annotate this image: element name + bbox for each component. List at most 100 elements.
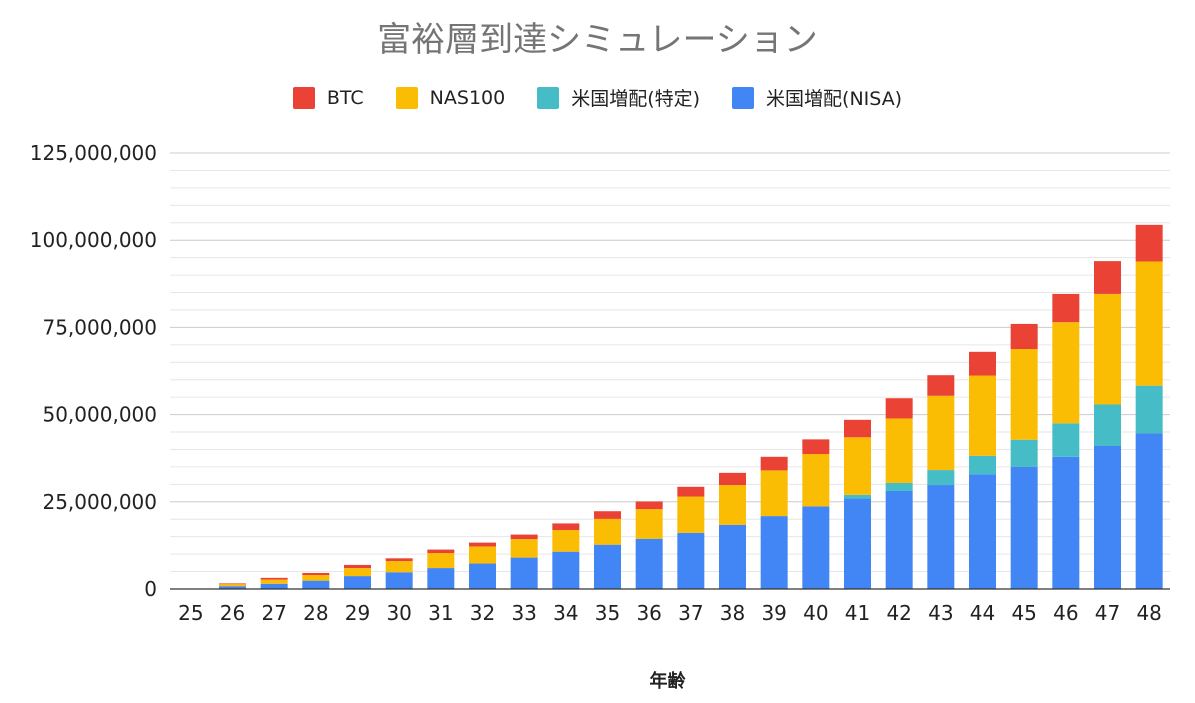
x-tick-label: 38: [720, 601, 745, 625]
bar-segment: [635, 501, 663, 510]
bar-segment: [844, 419, 871, 438]
bar-segment: [260, 577, 288, 580]
bar-segment: [844, 437, 871, 495]
bar-segment: [802, 454, 830, 507]
legend-swatch-nas100: [395, 86, 418, 109]
bar-segment: [1052, 322, 1080, 424]
y-tick-label: 75,000,000: [42, 315, 157, 339]
legend-label-us-dividend-nisa: 米国増配(NISA): [766, 88, 903, 110]
bar-segment: [469, 546, 496, 564]
bar-segment: [260, 579, 288, 584]
bar-segment: [1094, 261, 1121, 294]
bar-segment: [1094, 404, 1121, 446]
bar-segment: [1135, 224, 1163, 262]
bar-segment: [760, 456, 788, 471]
bar-segment: [1010, 466, 1038, 589]
y-tick-label: 25,000,000: [42, 490, 157, 514]
bar-segment: [969, 474, 996, 589]
y-tick-label: 100,000,000: [30, 228, 157, 252]
x-tick-label: 33: [511, 601, 536, 625]
bar-segment: [510, 534, 538, 540]
bar-segment: [885, 398, 913, 419]
x-tick-label: 44: [970, 601, 995, 625]
bar-segment: [719, 524, 746, 589]
bar-segment: [552, 523, 580, 531]
bar-segment: [927, 485, 955, 589]
bar-segment: [469, 563, 496, 589]
bar-segment: [594, 518, 621, 545]
bar-segment: [1094, 445, 1121, 589]
bar-segment: [219, 584, 246, 587]
legend-label-us-dividend-taxable: 米国増配(特定): [571, 88, 701, 110]
bar-segment: [510, 539, 538, 558]
x-tick-label: 27: [261, 601, 286, 625]
bar-segment: [677, 496, 705, 533]
x-tick-label: 32: [470, 601, 495, 625]
x-tick-label: 30: [386, 601, 411, 625]
chart-title: 富裕層到達シミュレーション: [377, 20, 818, 60]
legend-label-nas100: NAS100: [429, 86, 506, 109]
x-tick-label: 46: [1053, 601, 1078, 625]
y-tick-label: 50,000,000: [42, 403, 157, 427]
x-tick-label: 25: [178, 601, 203, 625]
bar-segment: [969, 351, 996, 376]
x-tick-label: 31: [428, 601, 453, 625]
bar-segment: [344, 568, 371, 577]
bar-segment: [385, 572, 413, 589]
bar-segment: [1135, 433, 1163, 589]
x-tick-label: 45: [1011, 601, 1036, 625]
bar-segment: [1094, 293, 1121, 405]
x-tick-label: 47: [1095, 601, 1120, 625]
legend-item-btc: BTC: [292, 86, 364, 109]
bar-segment: [219, 583, 246, 585]
legend-swatch-us-dividend-taxable: [537, 86, 560, 109]
legend: BTC NAS100 米国増配(特定) 米国増配(NISA): [0, 84, 1195, 111]
y-tick-label: 125,000,000: [30, 141, 157, 165]
x-tick-label: 42: [886, 601, 911, 625]
bar-segment: [635, 509, 663, 539]
x-tick-label: 29: [345, 601, 370, 625]
bar-segment: [969, 375, 996, 456]
bar-segment: [885, 418, 913, 483]
x-tick-label: 28: [303, 601, 328, 625]
bar-segment: [844, 498, 871, 589]
bar-segment: [385, 558, 413, 562]
bar-segment: [677, 532, 705, 589]
bar-segment: [1135, 261, 1163, 386]
bar-segment: [1135, 385, 1163, 434]
bar-segment: [927, 395, 955, 471]
bar-segment: [677, 486, 705, 497]
bar-segment: [927, 375, 955, 396]
bar-segment: [885, 482, 913, 491]
bar-segment: [760, 470, 788, 517]
bar-segment: [302, 580, 330, 589]
bar-segment: [594, 511, 621, 519]
bar-segment: [385, 561, 413, 573]
bar-segment: [1010, 323, 1038, 350]
bar-segment: [1010, 349, 1038, 440]
x-tick-label: 39: [761, 601, 786, 625]
bar-segment: [427, 553, 455, 569]
legend-item-nas100: NAS100: [395, 86, 506, 109]
bar-segment: [1052, 293, 1080, 323]
x-axis-title: 年齢: [649, 671, 686, 692]
bar-segment: [969, 455, 996, 475]
bar-segment: [844, 494, 871, 499]
x-tick-label: 37: [678, 601, 703, 625]
bar-segment: [885, 490, 913, 589]
bar-segment: [302, 572, 330, 576]
legend-item-us-dividend-nisa: 米国増配(NISA): [732, 84, 902, 111]
bar-segment: [260, 583, 288, 589]
x-tick-label: 41: [845, 601, 870, 625]
y-tick-label: 0: [144, 577, 157, 601]
bar-segment: [802, 439, 830, 455]
x-tick-label: 26: [220, 601, 245, 625]
bar-segment: [802, 506, 830, 589]
bar-segment: [510, 557, 538, 589]
bar-segment: [927, 470, 955, 486]
legend-item-us-dividend-taxable: 米国増配(特定): [537, 84, 700, 111]
legend-label-btc: BTC: [326, 86, 364, 109]
bar-segment: [344, 564, 371, 569]
